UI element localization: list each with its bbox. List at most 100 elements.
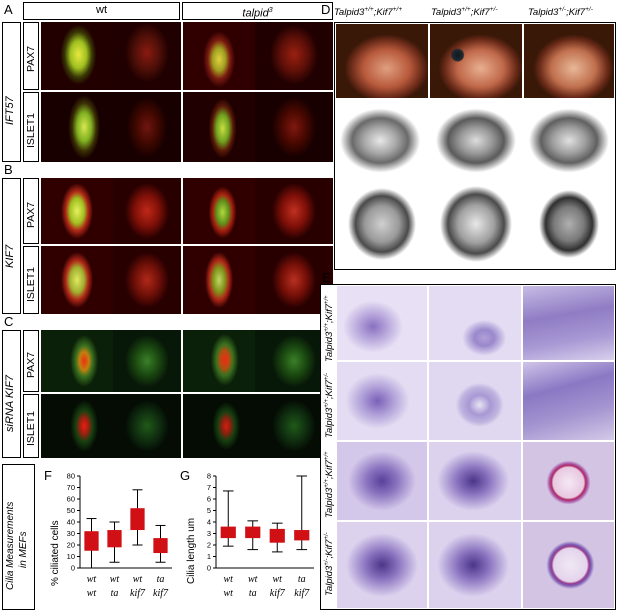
d-col1-b-sup: +/+ bbox=[392, 6, 403, 13]
histology-r2-c2 bbox=[429, 362, 521, 440]
micrograph-b-wt-pax7-1 bbox=[41, 178, 113, 244]
micrograph-b-wt-islet1-2 bbox=[113, 246, 181, 314]
header-talpid-text: talpid bbox=[242, 7, 269, 20]
cilia-label-line1: Cilia Measurements bbox=[5, 501, 16, 590]
histology-r3-c1 bbox=[337, 442, 427, 520]
row-label-a-islet1: ISLET1 bbox=[25, 112, 37, 148]
d-col3-a-sup: +/- bbox=[558, 6, 567, 13]
embryo-photo-2 bbox=[430, 24, 522, 98]
row-label-a-pax7: PAX7 bbox=[25, 45, 37, 72]
micrograph-b-ta-pax7-1 bbox=[183, 178, 255, 244]
micrograph-a-wt-pax7-1 bbox=[41, 22, 113, 90]
row-box-a-pax7 bbox=[23, 22, 39, 90]
e-row1-a-sup: +/+ bbox=[324, 323, 330, 332]
chart-g-ytick-label: 7 bbox=[207, 483, 211, 492]
chart-g-box bbox=[269, 528, 285, 543]
d-col2-b-sup: +/- bbox=[489, 6, 498, 13]
header-talpid: talpid3 bbox=[182, 2, 333, 20]
chart-f-category-label-bottom: kif7 bbox=[153, 588, 169, 599]
d-col1-b: ;Kif7 bbox=[373, 7, 393, 19]
e-row4-label: Talpid3+/-;Kif7+/- bbox=[324, 532, 335, 596]
micrograph-a-ta-pax7-1 bbox=[183, 22, 255, 90]
chart-g-ytick-label: 6 bbox=[207, 495, 211, 504]
e-row1-a: Talpid3 bbox=[324, 331, 336, 362]
e-row3-b: ;Kif7 bbox=[324, 460, 336, 480]
chart-f-category-label-top: wt bbox=[133, 574, 143, 585]
micrograph-c-wt-islet1-1 bbox=[41, 394, 113, 458]
panel-letter-g: G bbox=[180, 468, 191, 483]
chart-f-ytick-label: 10 bbox=[67, 552, 75, 561]
chart-g-category-label-top: wt bbox=[224, 574, 234, 585]
header-wt: wt bbox=[23, 2, 180, 20]
chart-g-ytick-label: 4 bbox=[207, 518, 211, 527]
d-header-col2: Talpid3+/+;Kif7+/- bbox=[431, 6, 498, 18]
histology-r2-c1 bbox=[337, 362, 427, 440]
histology-r1-c1 bbox=[337, 286, 427, 360]
row-box-b-pax7 bbox=[23, 178, 39, 244]
e-row1-b: ;Kif7 bbox=[324, 304, 336, 324]
group-label-ift57: IFT57 bbox=[4, 96, 16, 125]
panel-letter-d: D bbox=[321, 2, 331, 17]
d-header-col1: Talpid3+/+;Kif7+/+ bbox=[334, 6, 402, 18]
e-row3-b-sup: +/+ bbox=[324, 451, 330, 460]
d-col3-b: ;Kif7 bbox=[566, 7, 586, 19]
histology-r4-c3 bbox=[523, 522, 614, 608]
histology-r3-c2 bbox=[429, 442, 521, 520]
e-row4-b-sup: +/- bbox=[324, 532, 330, 540]
e-row2-b-sup: +/- bbox=[324, 372, 330, 380]
panel-letter-e: E bbox=[322, 270, 331, 285]
micrograph-c-ta-islet1-1 bbox=[183, 394, 255, 458]
chart-g-category-label-top: wt bbox=[248, 574, 258, 585]
e-row3-label: Talpid3+/+;Kif7+/+ bbox=[324, 451, 335, 518]
chart-f-category-label-top: wt bbox=[110, 574, 120, 585]
chart-g-ytick-label: 8 bbox=[207, 472, 211, 481]
chart-f-ytick-label: 30 bbox=[67, 529, 75, 538]
chart-f-ytick-label: 70 bbox=[67, 483, 75, 492]
e-row4-a: Talpid3 bbox=[324, 565, 336, 596]
d-col2-a: Talpid3 bbox=[431, 7, 462, 19]
row-label-b-pax7: PAX7 bbox=[25, 201, 37, 228]
chart-g-ytick-label: 2 bbox=[207, 541, 211, 550]
chart-f-ytick-label: 50 bbox=[67, 506, 75, 515]
micrograph-b-ta-pax7-2 bbox=[255, 178, 333, 244]
group-label-sirna-kif7: siRNA KIF7 bbox=[4, 374, 16, 432]
e-row3-a-sup: +/+ bbox=[324, 479, 330, 488]
embryo-photo-1 bbox=[336, 24, 428, 98]
d-header-col3: Talpid3+/-;Kif7+/- bbox=[528, 6, 593, 18]
chart-g-category-label-bottom: kif7 bbox=[294, 588, 310, 599]
d-col2-a-sup: +/+ bbox=[461, 6, 471, 13]
chart-g: 0 1 2 3 4 5 6 7 8 wt wt wt ta wt kif7 ta kif7 bbox=[207, 472, 314, 599]
micrograph-a-ta-pax7-2 bbox=[255, 22, 333, 90]
chart-g-category-label-bottom: ta bbox=[249, 588, 257, 599]
histology-r4-c2 bbox=[429, 522, 521, 608]
micrograph-c-ta-pax7-1 bbox=[183, 330, 255, 392]
micrograph-a-wt-islet1-2 bbox=[113, 92, 181, 162]
micrograph-b-wt-islet1-1 bbox=[41, 246, 113, 314]
chart-g-category-label-bottom: kif7 bbox=[270, 588, 286, 599]
e-row1-b-sup: +/+ bbox=[324, 295, 330, 304]
chart-f-ytick-label: 60 bbox=[67, 495, 75, 504]
chart-g-box bbox=[245, 526, 261, 539]
e-row2-b: ;Kif7 bbox=[324, 380, 336, 400]
chart-f-box bbox=[153, 538, 168, 554]
chart-f-ytick-label: 40 bbox=[67, 518, 75, 527]
chart-g-category-label-top: wt bbox=[273, 574, 283, 585]
row-label-b-islet1: ISLET1 bbox=[25, 266, 37, 302]
micrograph-a-wt-pax7-2 bbox=[113, 22, 181, 90]
mri-sagittal-2 bbox=[430, 100, 522, 178]
d-col2-b: ;Kif7 bbox=[470, 7, 490, 19]
mri-sagittal-3 bbox=[524, 100, 614, 178]
d-col1-a-sup: +/+ bbox=[364, 6, 374, 13]
chart-g-category-label-bottom: wt bbox=[224, 588, 234, 599]
cilia-label-box bbox=[2, 464, 35, 610]
chart-f-ytick-label: 0 bbox=[71, 564, 75, 573]
chart-f-category-label-top: wt bbox=[87, 574, 97, 585]
chart-f-category-label-bottom: ta bbox=[111, 588, 119, 599]
micrograph-b-ta-islet1-1 bbox=[183, 246, 255, 314]
chart-g-box bbox=[294, 530, 310, 541]
micrograph-a-wt-islet1-1 bbox=[41, 92, 113, 162]
chart-g-ytick-label: 1 bbox=[207, 552, 211, 561]
micrograph-b-wt-pax7-2 bbox=[113, 178, 181, 244]
chart-f-box bbox=[130, 508, 145, 531]
histology-r4-c1 bbox=[337, 522, 427, 608]
